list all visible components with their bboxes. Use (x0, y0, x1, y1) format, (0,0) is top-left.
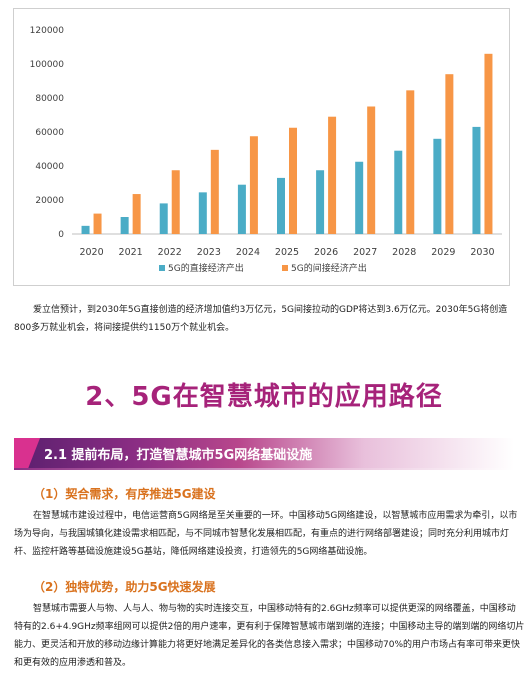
bar-direct-2022 (159, 203, 168, 234)
bar-direct-2021 (120, 217, 129, 234)
section-title: 2、5G在智慧城市的应用路径 (85, 382, 443, 412)
x-tick-label: 2024 (236, 247, 260, 258)
x-tick-label: 2022 (158, 247, 182, 258)
bar-direct-2024 (237, 184, 246, 234)
bar-direct-2026 (316, 170, 325, 234)
bar-indirect-2023 (210, 149, 219, 234)
x-tick-label: 2027 (353, 247, 377, 258)
y-tick-label: 40000 (35, 162, 64, 172)
x-tick-label: 2028 (392, 247, 416, 258)
legend-swatch (282, 265, 288, 271)
intro-paragraph-line-1: 爱立信预计，到2030年5G直接创造的经济增加值约3万亿元，5G间接拉动的GDP… (33, 305, 508, 315)
legend-label: 5G的间接经济产出 (291, 262, 367, 274)
subsection-1-line-3: 杆、监控杆路等基础设施建设5G基站，降低网络建设投资，打造领先的5G网络基础设施… (14, 547, 373, 557)
x-tick-label: 2023 (197, 247, 221, 258)
subsection-2-line-1: 智慧城市需要人与物、人与人、物与物的实时连接交互，中国移动特有的2.6GHz频率… (33, 604, 516, 614)
legend-swatch (159, 265, 165, 271)
bar-direct-2027 (355, 161, 364, 234)
x-tick-label: 2020 (79, 247, 103, 258)
bar-indirect-2021 (132, 194, 141, 234)
bar-direct-2028 (394, 150, 403, 234)
bar-chart: 0 20000 40000 60000 80000 100000 120000 2020 202… (30, 26, 502, 274)
y-tick-label: 20000 (35, 196, 64, 206)
banner-title: 2.1 提前布局，打造智慧城市5G网络基础设施 (44, 448, 313, 463)
x-tick-label: 2026 (314, 247, 338, 258)
subsection-2-line-4: 和更有效的应用渗透和普及。 (14, 658, 132, 668)
bar-indirect-2025 (289, 127, 297, 234)
bar-direct-2020 (81, 225, 90, 234)
subsection-2-line-2: 特有的2.6+4.9GHz频率组网可以提供2倍的用户速率，更有利于保障智慧城市端… (14, 622, 525, 632)
bar-indirect-2029 (445, 74, 454, 234)
subsection-2-title: （2）独特优势，助力5G快速发展 (33, 580, 216, 594)
bar-indirect-2022 (171, 170, 180, 234)
bar-direct-2029 (433, 138, 442, 234)
bar-direct-2023 (198, 192, 207, 234)
y-tick-label: 60000 (35, 128, 64, 138)
bar-direct-2025 (277, 177, 285, 234)
y-tick-label: 0 (58, 230, 64, 240)
subsection-1-line-2: 场为导向，与我国城镇化建设需求相匹配，与不同城市智慧化发展相匹配，有重点的进行网… (14, 529, 510, 539)
bar-indirect-2030 (484, 53, 493, 234)
bar-indirect-2020 (93, 213, 102, 234)
banner-underline (14, 468, 514, 470)
subsection-2-line-3: 能力、更灵活和开放的移动边缘计算能力将更好地满足差异化的各类信息接入需求；中国移… (14, 640, 521, 650)
bar-indirect-2027 (367, 106, 376, 234)
y-tick-label: 100000 (30, 60, 65, 70)
subsection-1-title: （1）契合需求，有序推进5G建设 (33, 487, 216, 501)
subsection-1-line-1: 在智慧城市建设过程中，电信运营商5G网络是至关重要的一环。中国移动5G网络建设，… (33, 511, 518, 521)
x-tick-label: 2030 (470, 247, 494, 258)
y-tick-label: 120000 (30, 26, 65, 36)
chart-frame: 0 20000 40000 60000 80000 100000 120000 2020 202… (13, 8, 510, 286)
x-tick-label: 2029 (431, 247, 455, 258)
x-tick-label: 2021 (119, 247, 143, 258)
subsection-banner: 2.1 提前布局，打造智慧城市5G网络基础设施 (14, 438, 514, 468)
banner-gradient (14, 438, 514, 468)
legend-label: 5G的直接经济产出 (168, 262, 244, 274)
bar-indirect-2024 (249, 136, 258, 234)
y-tick-label: 80000 (35, 94, 64, 104)
bar-direct-2030 (472, 126, 481, 234)
bar-indirect-2028 (406, 90, 415, 234)
bar-indirect-2026 (328, 116, 337, 234)
intro-paragraph-line-2: 800多万就业机会，将间接提供约1150万个就业机会。 (14, 323, 235, 333)
x-tick-label: 2025 (275, 247, 299, 258)
